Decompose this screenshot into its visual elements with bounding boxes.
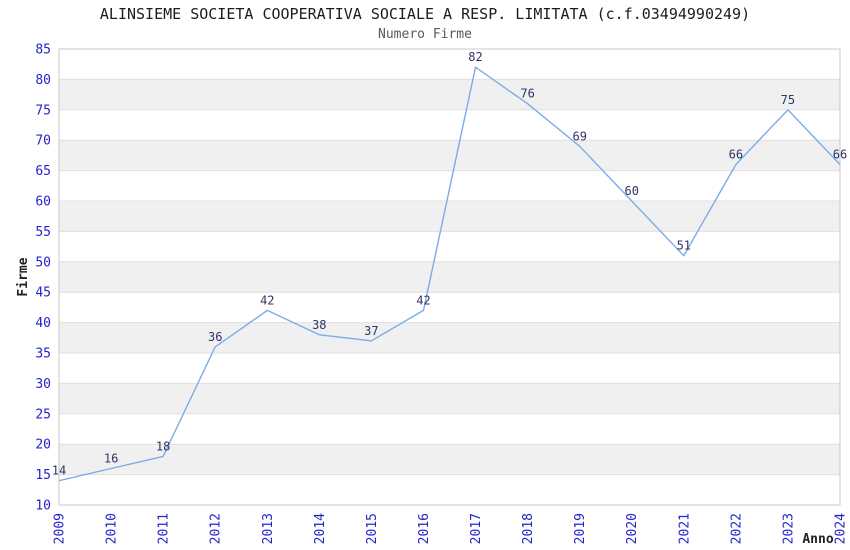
plot-band <box>59 322 840 353</box>
y-tick-label: 40 <box>35 316 51 331</box>
plot-band <box>59 383 840 414</box>
y-axis-label: Firme <box>16 257 31 296</box>
x-tick-label: 2010 <box>105 513 120 544</box>
data-point-label: 82 <box>468 50 482 64</box>
y-tick-label: 55 <box>35 225 51 240</box>
chart-title: ALINSIEME SOCIETA COOPERATIVA SOCIALE A … <box>99 5 751 23</box>
x-tick-label: 2012 <box>209 513 224 544</box>
y-tick-label: 70 <box>35 134 51 149</box>
x-tick-label: 2016 <box>417 513 432 544</box>
plot-border <box>58 48 841 506</box>
plot-band <box>59 201 840 232</box>
data-point-label: 36 <box>208 330 222 344</box>
x-tick-label: 2014 <box>313 513 328 544</box>
plot-band <box>59 474 840 505</box>
x-tick-label: 2023 <box>781 513 796 544</box>
plot-band <box>59 109 840 141</box>
plot-band <box>59 231 840 262</box>
y-tick-label: 85 <box>35 43 51 58</box>
plot-band <box>59 292 840 323</box>
y-tick-label: 25 <box>35 407 51 422</box>
plot-band <box>59 49 840 80</box>
series-line <box>58 66 841 482</box>
data-point-label: 66 <box>833 148 847 162</box>
x-tick-label: 2013 <box>261 513 276 544</box>
x-tick-label: 2019 <box>573 513 588 544</box>
plot-band <box>59 140 840 171</box>
y-tick-label: 80 <box>35 73 51 88</box>
y-tick-label: 60 <box>35 195 51 210</box>
x-tick-label: 2011 <box>157 513 172 544</box>
x-tick-label: 2022 <box>729 513 744 544</box>
x-tick-label: 2009 <box>53 513 68 544</box>
plot-band <box>59 261 840 293</box>
y-tick-label: 15 <box>35 468 51 483</box>
x-axis-label: Anno <box>802 532 833 547</box>
y-tick-label: 20 <box>35 438 51 453</box>
plot-area: 10 15 20 25 30 35 40 45 50 55 60 65 70 75 80 85 2009 2010… <box>35 43 848 545</box>
y-tick-label: 65 <box>35 164 51 179</box>
y-tick-label: 10 <box>35 499 51 514</box>
data-point-label: 42 <box>416 293 430 307</box>
data-point-label: 37 <box>364 324 378 338</box>
data-point-label: 75 <box>781 93 795 107</box>
x-tick-label: 2020 <box>625 513 640 544</box>
data-point-label: 66 <box>729 148 743 162</box>
data-point-label: 18 <box>156 439 170 453</box>
chart-subtitle: Numero Firme <box>378 27 472 42</box>
x-tick-label: 2018 <box>521 513 536 544</box>
y-tick-label: 30 <box>35 377 51 392</box>
x-tick-label: 2024 <box>834 513 849 544</box>
x-tick-label: 2021 <box>677 513 692 544</box>
plot-band <box>59 444 840 475</box>
plot-band <box>59 353 840 384</box>
x-tick-label: 2015 <box>365 513 380 544</box>
y-tick-label: 35 <box>35 347 51 362</box>
x-tick-label: 2017 <box>469 513 484 544</box>
data-point-label: 69 <box>572 129 586 143</box>
plot-band <box>59 79 840 110</box>
data-point-label: 38 <box>312 318 326 332</box>
y-tick-label: 45 <box>35 286 51 301</box>
data-point-label: 42 <box>260 293 274 307</box>
data-point-label: 76 <box>520 87 534 101</box>
data-point-label: 14 <box>52 464 66 478</box>
data-point-label: 60 <box>624 184 638 198</box>
y-tick-label: 75 <box>35 103 51 118</box>
plot-band <box>59 413 840 445</box>
data-point-label: 51 <box>677 239 691 253</box>
data-point-label: 16 <box>104 452 118 466</box>
y-tick-label: 50 <box>35 255 51 270</box>
